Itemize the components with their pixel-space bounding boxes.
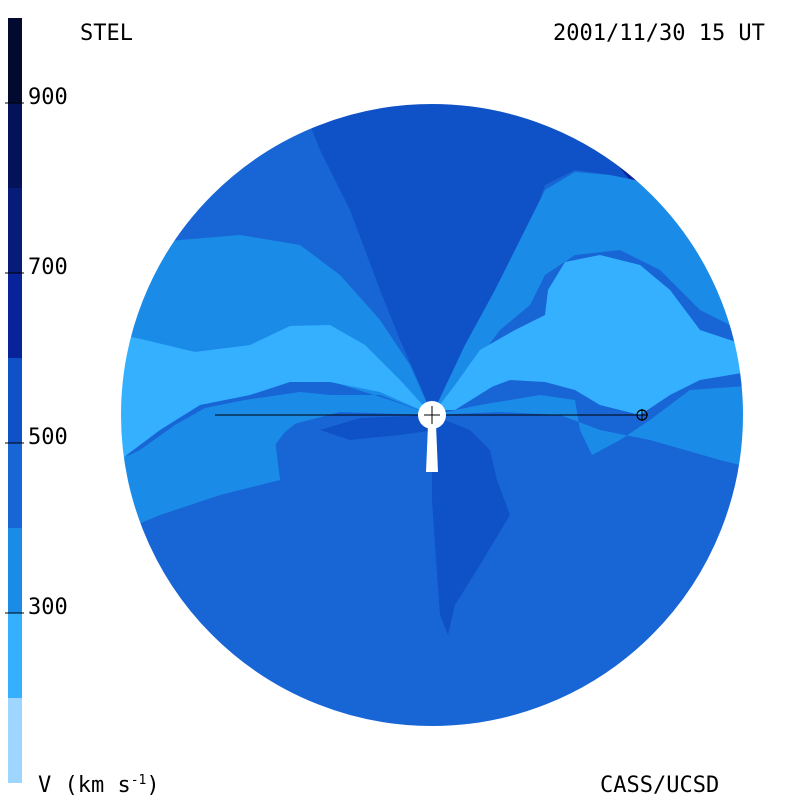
colorbar-tick-label-1: 700 bbox=[28, 255, 68, 280]
region-right-light bbox=[432, 255, 744, 415]
colorbar-band-5 bbox=[8, 273, 22, 358]
colorbar-band-0 bbox=[8, 698, 22, 783]
colorbar-band-3 bbox=[8, 443, 22, 528]
footer-right: CASS/UCSD bbox=[600, 773, 719, 798]
colorbar-tick-label-0: 900 bbox=[28, 85, 68, 110]
earth-icon bbox=[636, 409, 648, 421]
region-right-lower bbox=[432, 385, 744, 470]
region-right-streak bbox=[545, 335, 575, 352]
colorbar-band-1 bbox=[8, 613, 22, 698]
region-south-streamer bbox=[432, 415, 510, 635]
region-inner-streak bbox=[440, 375, 508, 410]
colorbar-ticks: 900 700 500 300 bbox=[5, 85, 68, 620]
colorbar-tick-label-3: 300 bbox=[28, 595, 68, 620]
sun-icon bbox=[418, 401, 446, 472]
disk-outline bbox=[119, 102, 745, 728]
region-north-polar bbox=[310, 103, 700, 415]
region-right-upper bbox=[432, 170, 744, 415]
region-left-upper bbox=[120, 235, 432, 415]
colorbar bbox=[8, 18, 22, 783]
colorbar-band-4 bbox=[8, 358, 22, 443]
colorbar-band-7 bbox=[8, 103, 22, 188]
header-right: 2001/11/30 15 UT bbox=[553, 21, 765, 46]
colorbar-tick-label-2: 500 bbox=[28, 425, 68, 450]
colorbar-band-6 bbox=[8, 188, 22, 273]
header-left: STEL bbox=[80, 21, 133, 46]
region-west-streamer bbox=[320, 415, 450, 440]
region-left-light bbox=[120, 325, 432, 470]
colorbar-band-2 bbox=[8, 528, 22, 613]
colorbar-band-8 bbox=[8, 18, 22, 103]
region-left-lower-medium bbox=[120, 392, 432, 540]
footer-units: V (km s-1) bbox=[38, 773, 160, 798]
